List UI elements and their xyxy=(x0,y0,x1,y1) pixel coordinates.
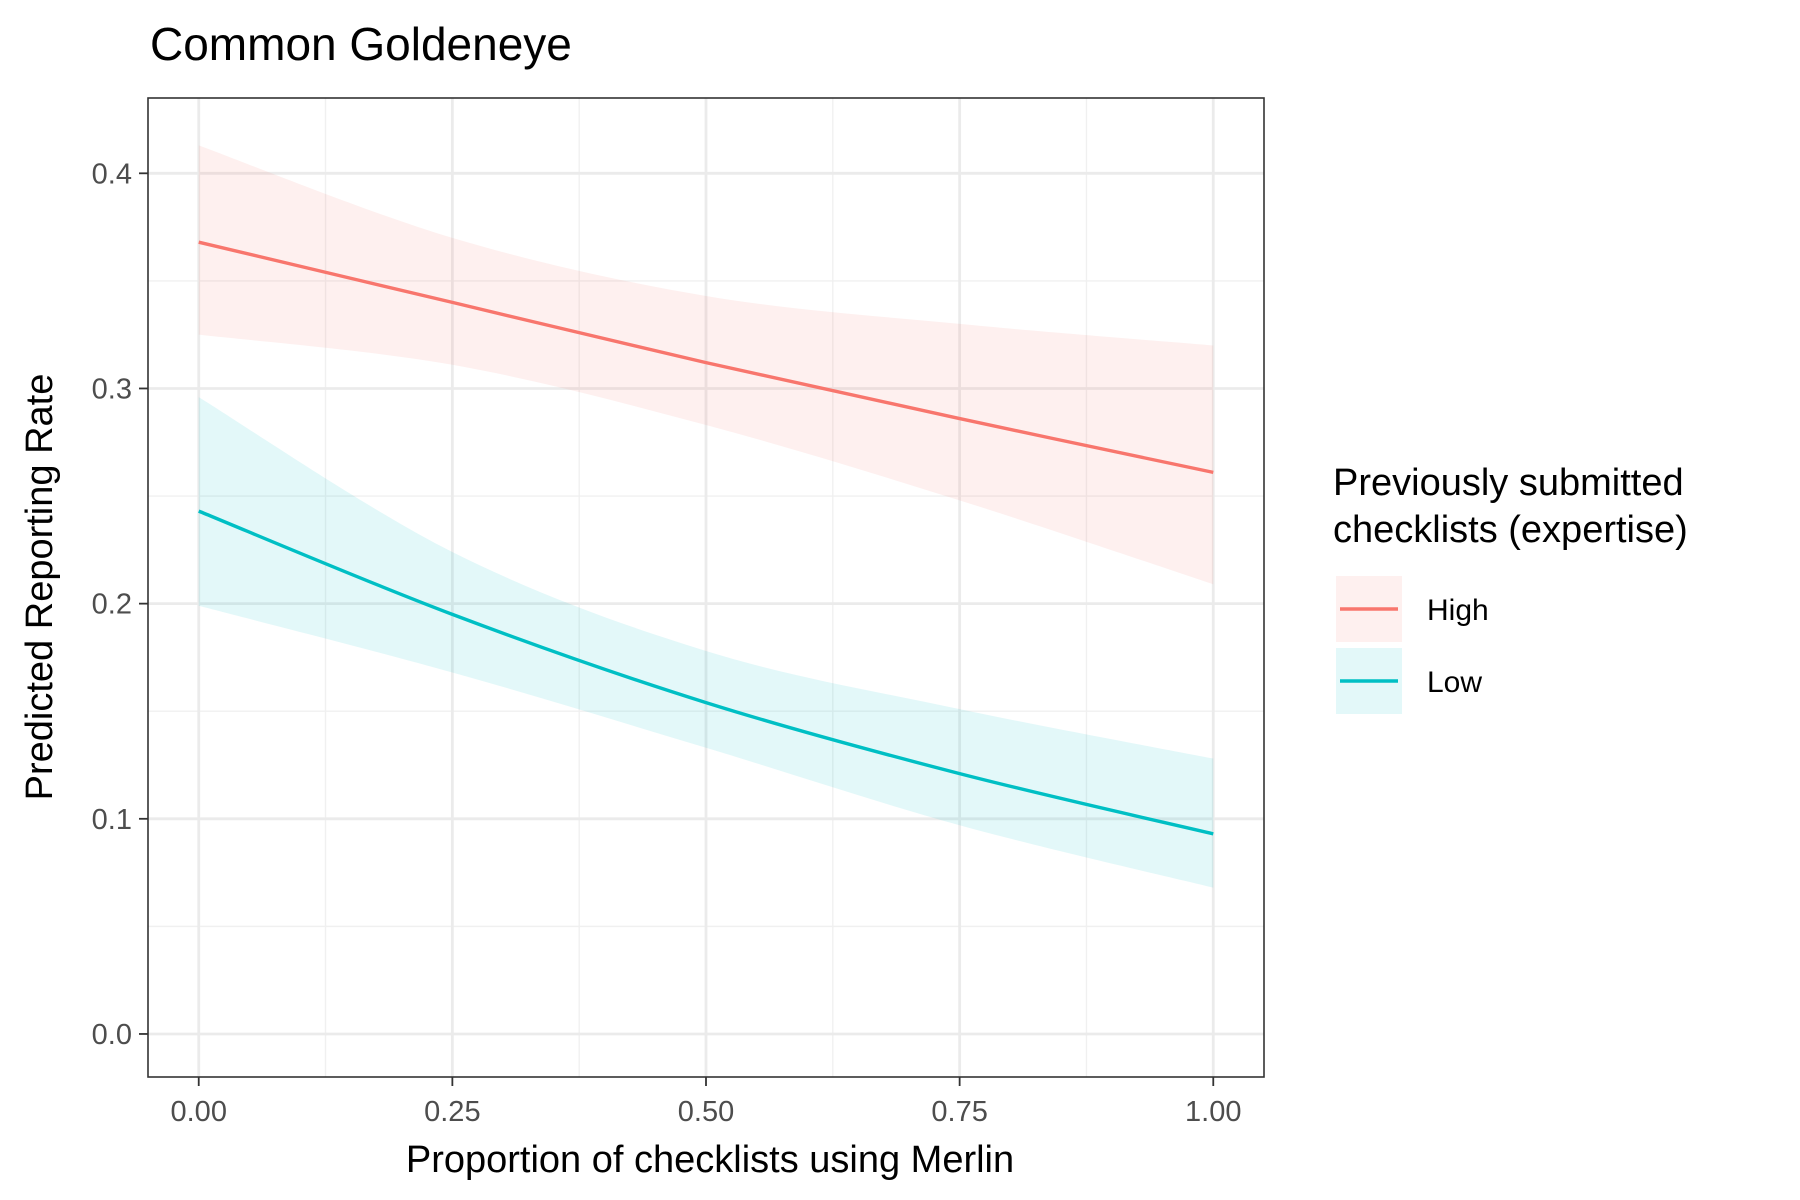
y-tick-label: 0.1 xyxy=(92,804,132,836)
chart-title: Common Goldeneye xyxy=(150,18,572,70)
y-tick-label: 0.0 xyxy=(92,1019,132,1051)
series-lines xyxy=(198,240,1214,836)
x-tick-label: 0.25 xyxy=(424,1096,480,1128)
x-axis-ticks: 0.00 0.25 0.50 0.75 1.00 xyxy=(171,1077,1241,1128)
y-axis-title: Predicted Reporting Rate xyxy=(19,374,61,801)
x-tick-label: 1.00 xyxy=(1185,1096,1241,1128)
legend: Previously submitted checklists (experti… xyxy=(1333,462,1688,714)
y-tick-label: 0.3 xyxy=(92,373,132,405)
confidence-band-high xyxy=(198,145,1214,585)
legend-item-low: Low xyxy=(1336,648,1482,714)
y-tick-label: 0.4 xyxy=(92,158,132,190)
series-line-high xyxy=(198,240,1214,475)
legend-label-high: High xyxy=(1427,594,1489,627)
series-line-low xyxy=(198,509,1214,836)
grid-major xyxy=(148,98,1264,1077)
confidence-bands xyxy=(198,145,1214,888)
x-tick-label: 0.50 xyxy=(678,1096,734,1128)
legend-title-line-1: Previously submitted xyxy=(1333,462,1684,504)
x-axis-title: Proportion of checklists using Merlin xyxy=(406,1139,1014,1181)
x-tick-label: 0.75 xyxy=(931,1096,987,1128)
confidence-band-low xyxy=(198,397,1214,888)
x-tick-label: 0.00 xyxy=(171,1096,227,1128)
legend-item-high: High xyxy=(1336,576,1489,642)
y-axis-ticks: 0.0 0.1 0.2 0.3 0.4 xyxy=(92,158,148,1051)
legend-title-line-2: checklists (expertise) xyxy=(1333,509,1688,551)
y-tick-label: 0.2 xyxy=(92,589,132,621)
legend-label-low: Low xyxy=(1427,666,1482,699)
